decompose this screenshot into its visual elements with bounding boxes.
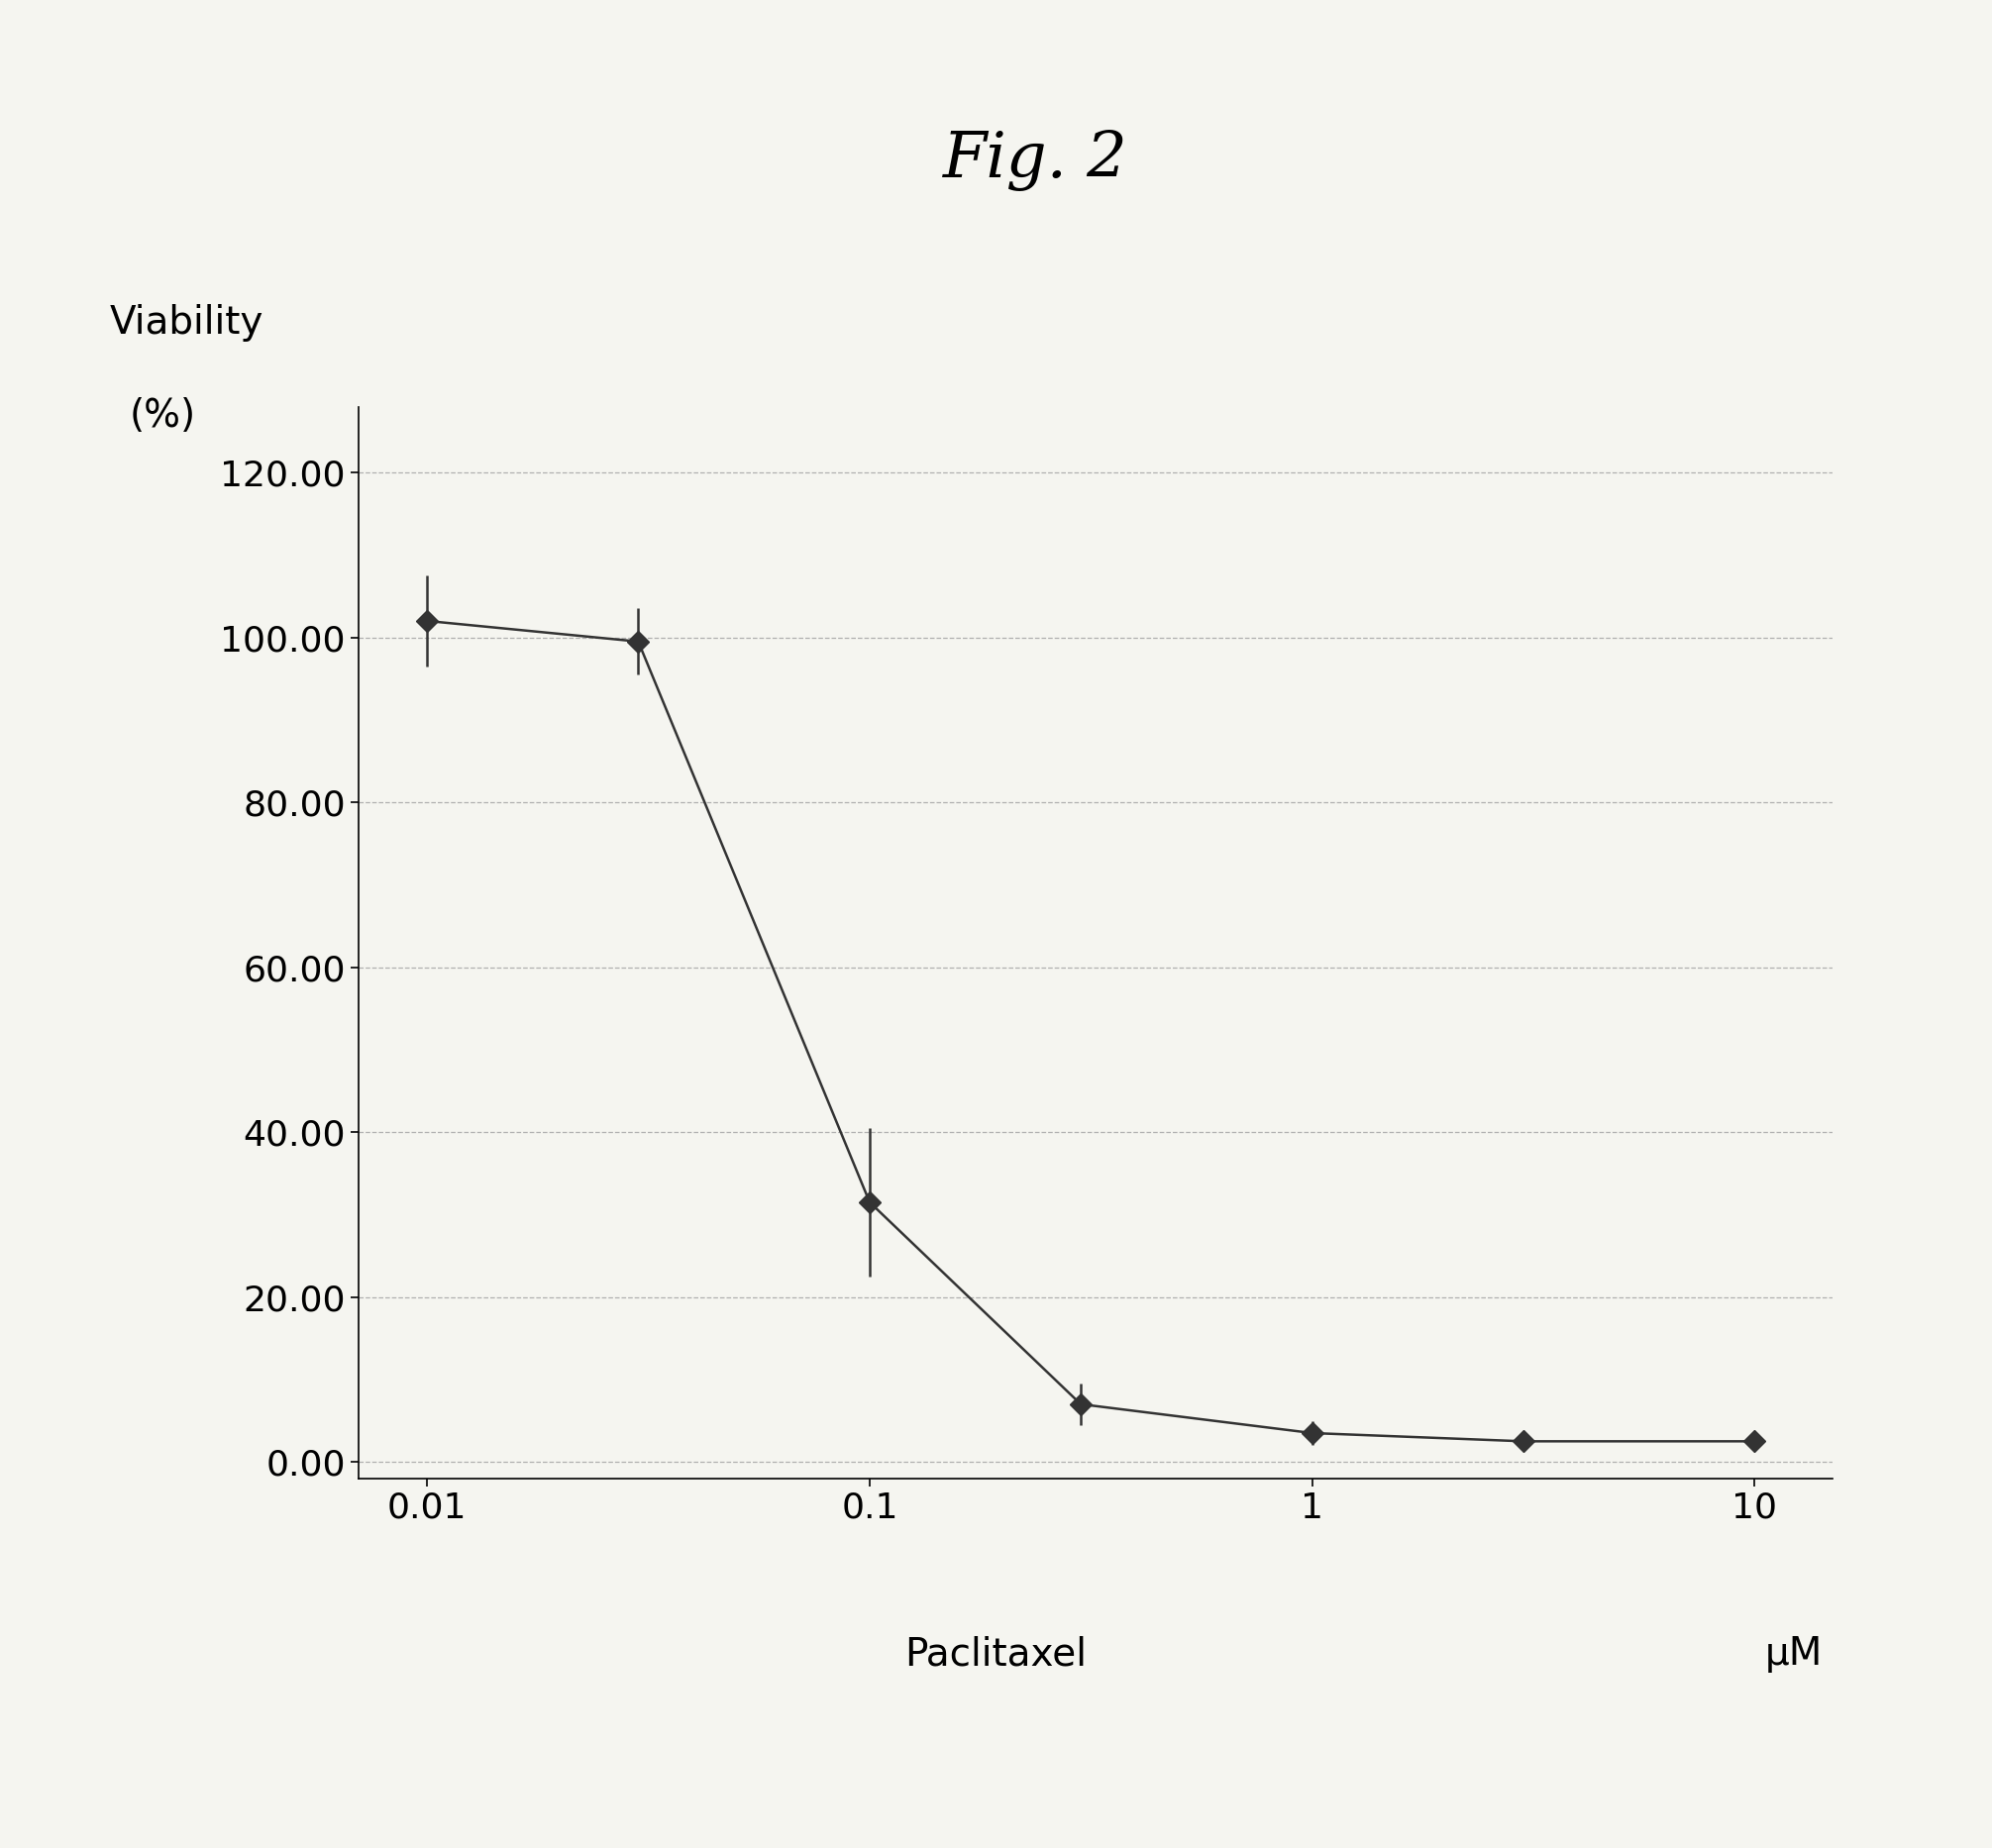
Text: Paclitaxel: Paclitaxel <box>904 1635 1088 1672</box>
Text: μM: μM <box>1765 1635 1823 1672</box>
Text: Fig. 2: Fig. 2 <box>944 129 1127 190</box>
Text: Viability: Viability <box>110 305 263 342</box>
Text: (%): (%) <box>129 397 195 434</box>
